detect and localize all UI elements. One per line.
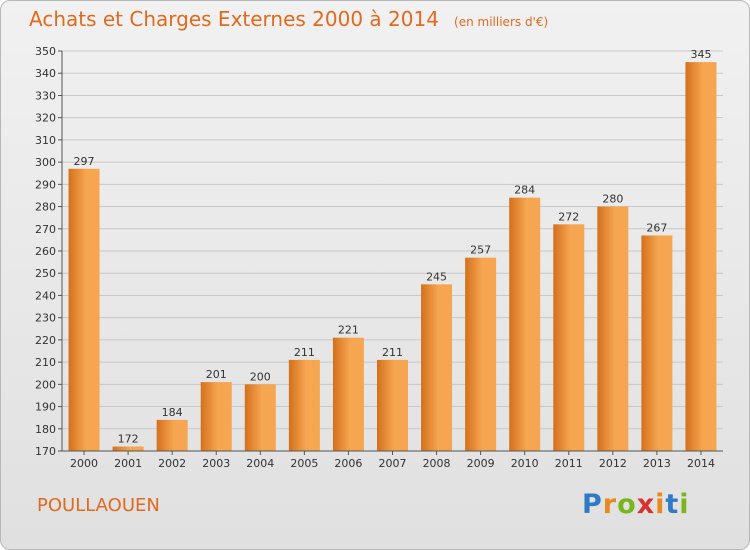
x-tick-label: 2008: [423, 457, 451, 470]
x-tick-label: 2005: [290, 457, 318, 470]
y-tick-label: 220: [35, 334, 56, 347]
bar-value-label: 184: [162, 406, 183, 419]
proxiti-logo: Proxiti: [582, 489, 690, 520]
bar: [377, 359, 408, 451]
chart-title: Achats et Charges Externes 2000 à 2014: [29, 7, 439, 31]
y-tick-label: 260: [35, 245, 56, 258]
logo-letter: r: [602, 489, 618, 520]
y-tick-label: 280: [35, 201, 56, 214]
bar: [685, 62, 717, 451]
town-name: POULLAOUEN: [37, 495, 160, 516]
bar-value-label: 245: [426, 270, 447, 283]
x-tick-label: 2004: [246, 457, 274, 470]
bar: [288, 359, 320, 451]
title-row: Achats et Charges Externes 2000 à 2014 (…: [29, 7, 548, 31]
axes: [58, 50, 723, 455]
bar: [421, 284, 453, 451]
x-tick-label: 2013: [643, 457, 671, 470]
bar: [641, 235, 673, 451]
x-tick-label: 2006: [334, 457, 362, 470]
logo-letter: t: [665, 489, 680, 520]
x-tick-label: 2002: [158, 457, 186, 470]
bar-value-label: 272: [558, 210, 579, 223]
bar-value-label: 280: [602, 193, 623, 206]
bars: [68, 62, 717, 451]
y-tick-label: 190: [35, 401, 56, 414]
bar-value-label: 200: [250, 370, 271, 383]
bar-value-label: 267: [646, 221, 667, 234]
bar-value-label: 297: [74, 155, 95, 168]
bar-value-label: 201: [206, 368, 227, 381]
bar-value-label: 345: [690, 48, 711, 61]
x-tick-label: 2011: [555, 457, 583, 470]
y-tick-label: 240: [35, 289, 56, 302]
x-tick-label: 2010: [511, 457, 539, 470]
y-tick-label: 350: [35, 45, 56, 58]
bar: [200, 382, 232, 451]
x-tick-label: 2007: [379, 457, 407, 470]
x-tick-label: 2012: [599, 457, 627, 470]
y-tick-label: 180: [35, 423, 56, 436]
logo-letter: o: [617, 489, 637, 520]
y-tick-label: 250: [35, 267, 56, 280]
logo-letter: P: [582, 489, 603, 520]
bar: [244, 384, 276, 451]
bar: [112, 446, 144, 451]
y-tick-label: 340: [35, 67, 56, 80]
x-tick-label: 2000: [70, 457, 98, 470]
x-tick-label: 2009: [467, 457, 495, 470]
y-tick-label: 330: [35, 89, 56, 102]
bar-value-label: 211: [294, 346, 315, 359]
y-tick-label: 200: [35, 378, 56, 391]
bar-value-label: 172: [118, 433, 139, 446]
logo-letter: x: [636, 489, 656, 520]
labels: 170 180 190 200 210 220 230 240 250 260 270 280 290 3…: [35, 45, 715, 470]
logo-letter: i: [655, 489, 666, 520]
bar: [332, 337, 364, 451]
bar: [509, 197, 541, 451]
y-tick-label: 300: [35, 156, 56, 169]
x-tick-label: 2001: [114, 457, 142, 470]
bar-value-label: 221: [338, 324, 359, 337]
bar-value-label: 284: [514, 184, 535, 197]
x-tick-label: 2014: [687, 457, 715, 470]
y-tick-label: 210: [35, 356, 56, 369]
y-tick-label: 320: [35, 112, 56, 125]
bar-value-label: 257: [470, 244, 491, 257]
bar: [553, 224, 585, 451]
y-tick-label: 170: [35, 445, 56, 458]
y-tick-label: 230: [35, 312, 56, 325]
y-tick-label: 290: [35, 178, 56, 191]
bar: [597, 206, 629, 451]
x-tick-label: 2003: [202, 457, 230, 470]
y-tick-label: 270: [35, 223, 56, 236]
y-tick-label: 310: [35, 134, 56, 147]
bar: [465, 257, 497, 451]
bar: [68, 168, 100, 451]
chart-subtitle: (en milliers d'€): [454, 15, 549, 29]
bar-value-label: 211: [382, 346, 403, 359]
bar: [156, 419, 188, 451]
logo-letter: i: [679, 489, 690, 520]
